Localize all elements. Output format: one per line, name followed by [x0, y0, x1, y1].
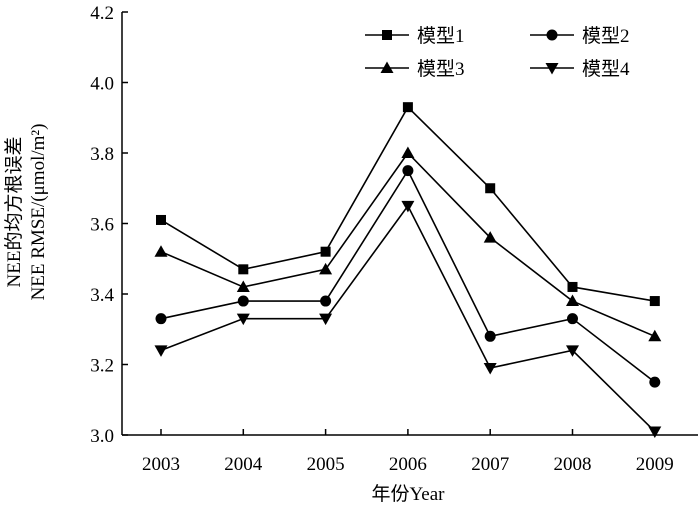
series-line — [160, 151, 656, 338]
series-layer — [154, 102, 662, 438]
data-point — [155, 313, 167, 325]
legend-label: 模型3 — [417, 58, 465, 80]
legend-marker — [382, 30, 392, 40]
legend-item: 模型4 — [530, 58, 630, 80]
data-point — [154, 245, 168, 257]
data-point — [484, 330, 496, 342]
y-axis-title-line1: NEE的均方根误差 — [3, 137, 25, 288]
legend: 模型1 模型2 模型3 模型4 — [365, 25, 630, 80]
data-point — [402, 102, 413, 113]
data-point — [320, 295, 332, 307]
legend-label: 模型4 — [582, 58, 630, 80]
data-point — [566, 345, 579, 357]
series-4 — [154, 200, 662, 438]
data-point — [649, 376, 661, 388]
data-point — [154, 345, 168, 357]
data-point — [402, 165, 414, 177]
legend-label: 模型1 — [417, 25, 465, 47]
data-point — [319, 313, 333, 326]
series-1 — [156, 102, 660, 307]
x-ticks: 2003 2004 2005 2006 2007 2008 2009 — [142, 429, 674, 475]
data-point — [320, 246, 331, 257]
legend-item: 模型1 — [365, 25, 465, 47]
legend-item: 模型3 — [365, 58, 465, 80]
data-point — [483, 231, 497, 243]
x-tick-label: 2008 — [554, 454, 592, 475]
y-ticks: 3.0 3.2 3.4 3.6 3.8 4.0 4.2 — [90, 3, 128, 447]
y-axis-title-line2: NEE RMSE/(μmol/m²) — [28, 124, 49, 301]
x-tick-label: 2004 — [224, 454, 263, 475]
legend-label: 模型2 — [582, 25, 630, 47]
legend-marker — [380, 61, 394, 73]
data-point — [319, 262, 333, 275]
y-tick-label: 3.2 — [90, 356, 114, 377]
x-tick-label: 2009 — [636, 454, 674, 475]
legend-item: 模型2 — [530, 25, 630, 47]
data-point — [567, 281, 578, 292]
y-tick-label: 4.2 — [90, 3, 114, 24]
series-2 — [155, 165, 661, 388]
data-point — [156, 214, 166, 225]
series-3 — [154, 146, 662, 342]
y-tick-label: 4.0 — [90, 74, 114, 95]
data-point — [649, 296, 660, 307]
data-point — [648, 426, 662, 438]
x-tick-label: 2005 — [307, 454, 345, 475]
data-point — [485, 183, 496, 194]
data-point — [237, 295, 249, 307]
data-point — [238, 264, 249, 275]
data-point — [567, 313, 578, 325]
y-tick-label: 3.8 — [90, 144, 114, 165]
legend-marker — [545, 63, 559, 75]
series-line — [160, 204, 656, 433]
x-tick-label: 2006 — [389, 454, 427, 475]
data-point — [236, 280, 250, 292]
data-point — [236, 313, 250, 326]
x-axis-title: 年份Year — [371, 483, 445, 505]
legend-marker — [546, 29, 558, 41]
x-tick-label: 2003 — [142, 454, 180, 475]
data-point — [566, 294, 579, 307]
y-tick-label: 3.0 — [90, 426, 114, 447]
data-point — [648, 329, 662, 342]
data-point — [401, 146, 415, 158]
data-point — [483, 363, 497, 375]
y-tick-label: 3.4 — [90, 285, 114, 306]
x-tick-label: 2007 — [471, 454, 509, 475]
y-tick-label: 3.6 — [90, 215, 114, 236]
data-point — [401, 200, 415, 213]
